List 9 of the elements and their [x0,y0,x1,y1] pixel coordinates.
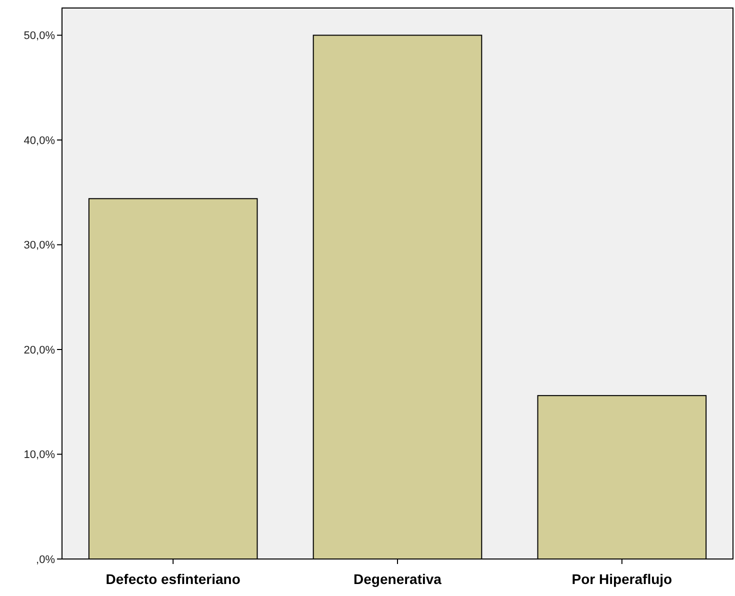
y-tick-label: 10,0% [24,449,56,462]
y-tick-label: 50,0% [24,30,56,42]
x-tick-label: Por Hiperaflujo [572,571,672,587]
y-tick-label: ,0% [36,554,56,566]
x-tick-label: Degenerativa [354,571,442,587]
y-tick-label: 20,0% [24,344,56,356]
y-tick-label: 30,0% [24,240,56,252]
x-tick-label: Defecto esfinteriano [106,571,240,587]
y-tick-label: 40,0% [24,134,56,147]
